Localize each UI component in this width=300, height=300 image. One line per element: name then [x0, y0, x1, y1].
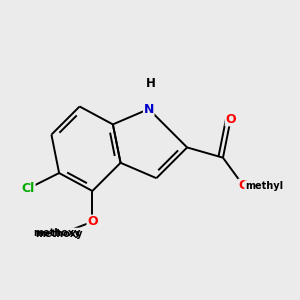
Text: methoxy: methoxy: [33, 228, 80, 238]
Text: H: H: [146, 77, 156, 90]
Text: O: O: [87, 215, 98, 228]
Text: N: N: [143, 103, 154, 116]
Text: methoxy: methoxy: [35, 230, 83, 239]
Text: Cl: Cl: [22, 182, 35, 195]
Text: O: O: [238, 179, 249, 192]
Text: methyl: methyl: [245, 181, 283, 191]
Text: O: O: [225, 113, 236, 126]
